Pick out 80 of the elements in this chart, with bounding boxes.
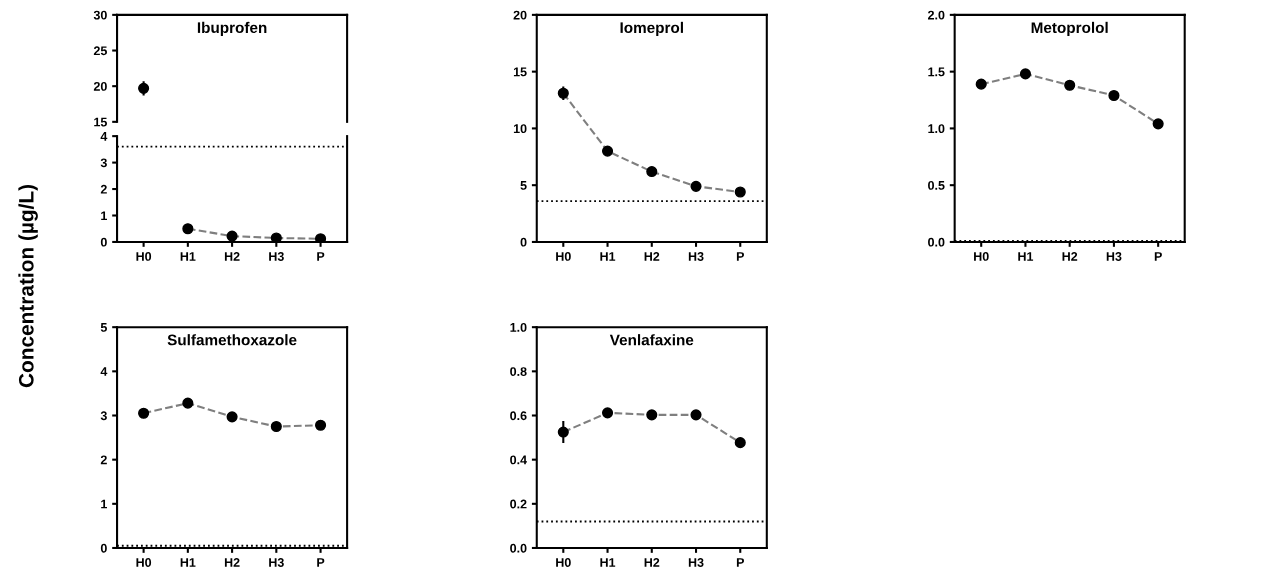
point (601, 145, 614, 157)
y-tick-label: 0.2 (510, 499, 527, 509)
chart-title: Ibuprofen (197, 21, 267, 37)
point (1064, 79, 1076, 91)
y-axis-title: Concentration (µg/L) (18, 184, 38, 388)
y-tick-label: 0.5 (928, 180, 945, 190)
y-tick-label: 0.4 (510, 455, 527, 465)
y-tick-label: 0.8 (510, 367, 527, 376)
point (315, 419, 327, 431)
x-tick-label: H2 (1062, 252, 1078, 261)
x-tick-label: H2 (644, 558, 660, 567)
y-tick-label: 1.0 (510, 322, 527, 332)
x-tick-label: P (317, 558, 325, 567)
x-tick-label: H3 (1106, 252, 1122, 261)
y-tick-label: 2 (100, 184, 107, 194)
point (601, 407, 614, 419)
y-tick-label: 1.5 (928, 67, 945, 77)
y-tick-label: 30 (93, 10, 107, 20)
x-tick-label: H0 (556, 558, 571, 567)
point (182, 397, 194, 409)
chart-title: Metoprolol (1031, 21, 1108, 37)
x-tick-label: H2 (224, 558, 240, 567)
x-tick-label: H1 (600, 252, 616, 261)
x-tick-label: H3 (269, 252, 284, 261)
y-tick-label: 3 (100, 158, 107, 168)
point (646, 409, 658, 421)
x-tick-label: H0 (136, 252, 152, 261)
y-tick-label: 1 (101, 499, 107, 509)
x-tick-label: H2 (224, 252, 240, 261)
x-tick-label: H2 (644, 252, 660, 261)
x-tick-label: H0 (556, 252, 571, 261)
y-tick-label: 1.0 (928, 124, 945, 134)
point (690, 409, 702, 421)
y-tick-label: 5 (100, 323, 107, 332)
x-tick-label: P (736, 558, 744, 567)
chart-title: Venlafaxine (609, 334, 694, 346)
point (138, 407, 150, 419)
point (270, 420, 282, 433)
x-tick-label: H1 (600, 558, 616, 567)
y-tick-label: 15 (513, 67, 527, 77)
y-tick-label: 0 (100, 237, 107, 247)
point (1108, 89, 1120, 102)
y-tick-label: 4 (100, 367, 108, 376)
x-tick-label: H1 (180, 252, 196, 261)
y-tick-label: 0.0 (928, 237, 945, 247)
y-tick-label: 0 (100, 543, 107, 553)
point (1019, 68, 1032, 80)
y-tick-label: 10 (513, 124, 527, 134)
y-tick-label: 5 (520, 181, 527, 190)
point (734, 186, 746, 198)
y-tick-label: 2 (100, 455, 107, 465)
x-tick-label: P (736, 252, 744, 261)
y-tick-label: 25 (93, 46, 107, 56)
y-tick-label: 0 (520, 237, 527, 247)
x-tick-label: H1 (180, 558, 196, 567)
x-tick-label: H0 (974, 252, 989, 261)
x-tick-label: H3 (688, 558, 704, 567)
x-tick-label: P (1154, 252, 1162, 261)
y-tick-label: 15 (94, 117, 107, 127)
point (975, 78, 987, 90)
y-tick-label: 1 (101, 211, 107, 221)
point (734, 437, 746, 449)
y-tick-label: 2.0 (928, 10, 945, 20)
point (646, 166, 658, 178)
x-tick-label: H0 (136, 558, 152, 567)
y-tick-label: 0.6 (510, 411, 527, 421)
y-tick-label: 20 (93, 81, 107, 91)
y-tick-label: 0.0 (510, 543, 527, 553)
x-tick-label: H3 (269, 558, 284, 567)
y-tick-label: 4 (100, 132, 108, 141)
y-tick-label: 3 (100, 411, 107, 421)
y-tick-label: 20 (513, 10, 527, 20)
x-tick-label: H3 (688, 252, 704, 261)
point (690, 180, 702, 192)
point (1152, 118, 1164, 130)
x-tick-label: P (317, 252, 325, 261)
chart-title: Sulfamethoxazole (167, 334, 297, 346)
x-tick-label: H1 (1018, 252, 1034, 261)
chart-title: Iomeprol (620, 21, 683, 37)
point (226, 411, 238, 423)
